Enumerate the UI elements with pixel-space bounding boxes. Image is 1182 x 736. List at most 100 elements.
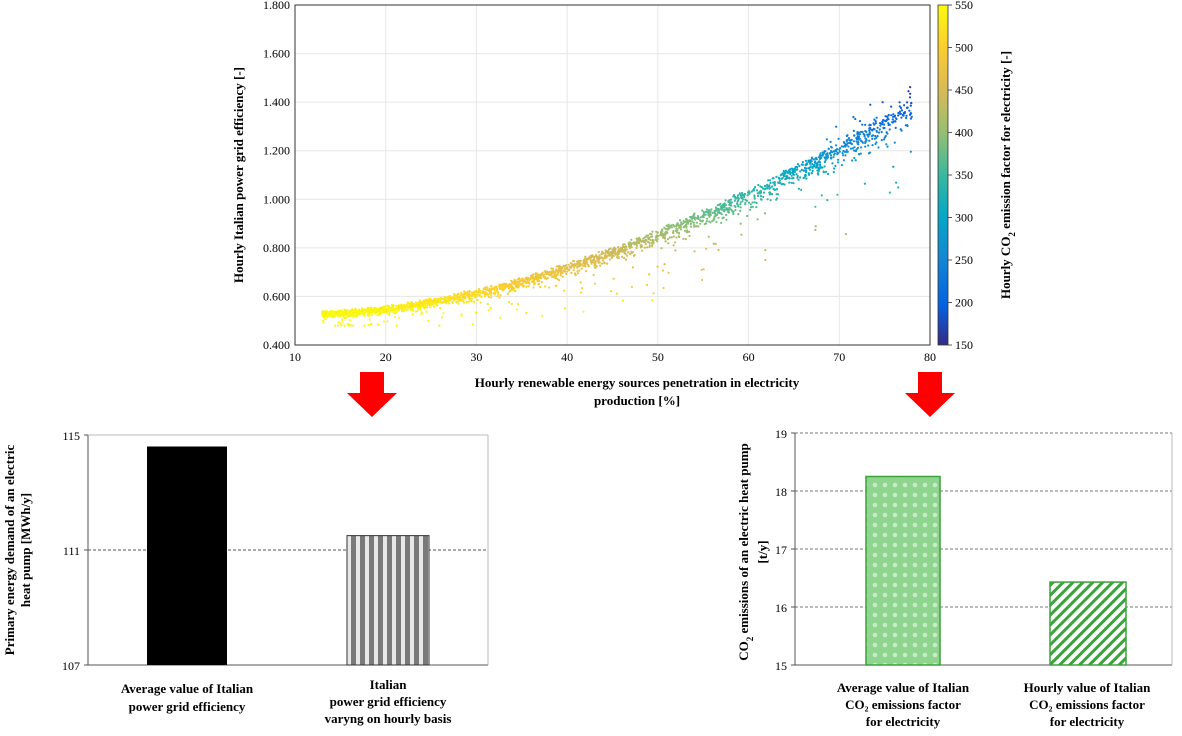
scatter-point [697,225,700,228]
scatter-point [808,168,812,171]
scatter-point [715,220,718,223]
scatter-point [811,169,814,172]
scatter-point [415,302,419,305]
scatter-point [674,241,677,244]
scatter-point [902,111,906,114]
scatter-point [603,257,606,260]
scatter-point [853,149,856,152]
scatter-point [736,200,739,203]
scatter-point [909,112,913,115]
scatter-point [764,249,767,252]
scatter-point [624,245,628,248]
scatter-point [790,181,793,184]
scatter-point [738,192,741,195]
scatter-point [370,311,373,314]
scatter-point [850,138,853,141]
scatter-point [764,187,767,190]
scatter-point [739,201,742,204]
scatter-point [648,244,651,247]
scatter-point [791,177,794,180]
scatter-point [405,308,408,311]
scatter-point [524,280,527,283]
scatter-y-tick-label: 0.800 [263,241,290,255]
scatter-point [751,205,754,208]
scatter-point [550,273,553,276]
scatter-point [526,278,529,281]
scatter-point [414,310,417,313]
scatter-point [601,259,604,262]
scatter-point [830,154,833,157]
scatter-point [664,230,668,233]
scatter-point [334,313,337,316]
scatter-point [818,154,822,157]
scatter-point [790,174,793,177]
scatter-point [725,213,728,216]
scatter-point [445,296,448,299]
scatter-point [693,216,696,219]
scatter-point [475,289,478,293]
scatter-point [880,122,883,125]
scatter-point [506,292,509,295]
scatter-chart: 10 20 30 40 50 60 70 80 0.400 0.600 0.800 1.000 1.2… [231,0,1017,408]
scatter-point [562,264,565,268]
colorbar-tick-label: 450 [955,83,973,97]
scatter-point [808,160,811,163]
scatter-point [341,318,344,321]
scatter-point [350,324,353,327]
scatter-point [370,314,374,317]
scatter-point [517,283,520,286]
scatter-point [860,130,863,133]
scatter-point [663,226,666,229]
scatter-point [459,294,462,297]
scatter-point [708,214,711,217]
scatter-point [683,229,687,232]
scatter-point [336,311,339,314]
scatter-point [574,272,577,275]
scatter-point [561,275,564,278]
scatter-point [460,291,463,295]
scatter-point [759,185,762,188]
co2-tick-label: 15 [775,659,787,673]
scatter-point [845,148,848,152]
scatter-point [762,195,765,198]
scatter-point [651,230,654,233]
scatter-point [475,295,478,298]
scatter-point [811,162,814,166]
scatter-point [705,247,708,250]
scatter-point [430,303,433,306]
scatter-x-tick-label: 20 [380,350,392,364]
scatter-point [829,151,832,155]
scatter-point [328,312,331,316]
scatter-point [443,300,446,303]
scatter-point [382,320,386,323]
scatter-point [362,308,365,311]
scatter-point [779,174,782,177]
scatter-point [524,278,527,281]
scatter-point [578,269,581,272]
scatter-point [598,254,601,257]
scatter-point [713,209,716,213]
scatter-point [711,211,714,214]
co2-tick-label: 19 [775,427,787,441]
scatter-point [427,319,430,322]
scatter-point [605,262,608,265]
scatter-point [894,126,897,129]
scatter-point [508,286,511,290]
scatter-point [852,116,855,119]
scatter-point [645,239,648,242]
scatter-point [460,314,463,317]
scatter-point [905,106,909,109]
scatter-point [363,324,366,327]
scatter-point [683,225,687,228]
scatter-point [590,262,593,265]
scatter-point [678,219,682,222]
scatter-point [322,321,325,324]
scatter-point [759,191,763,194]
scatter-point [522,285,525,288]
scatter-point [842,159,846,162]
scatter-point [368,314,371,317]
scatter-point [584,255,587,258]
scatter-point [580,291,583,294]
scatter-point [610,250,613,254]
scatter-point [796,166,799,169]
